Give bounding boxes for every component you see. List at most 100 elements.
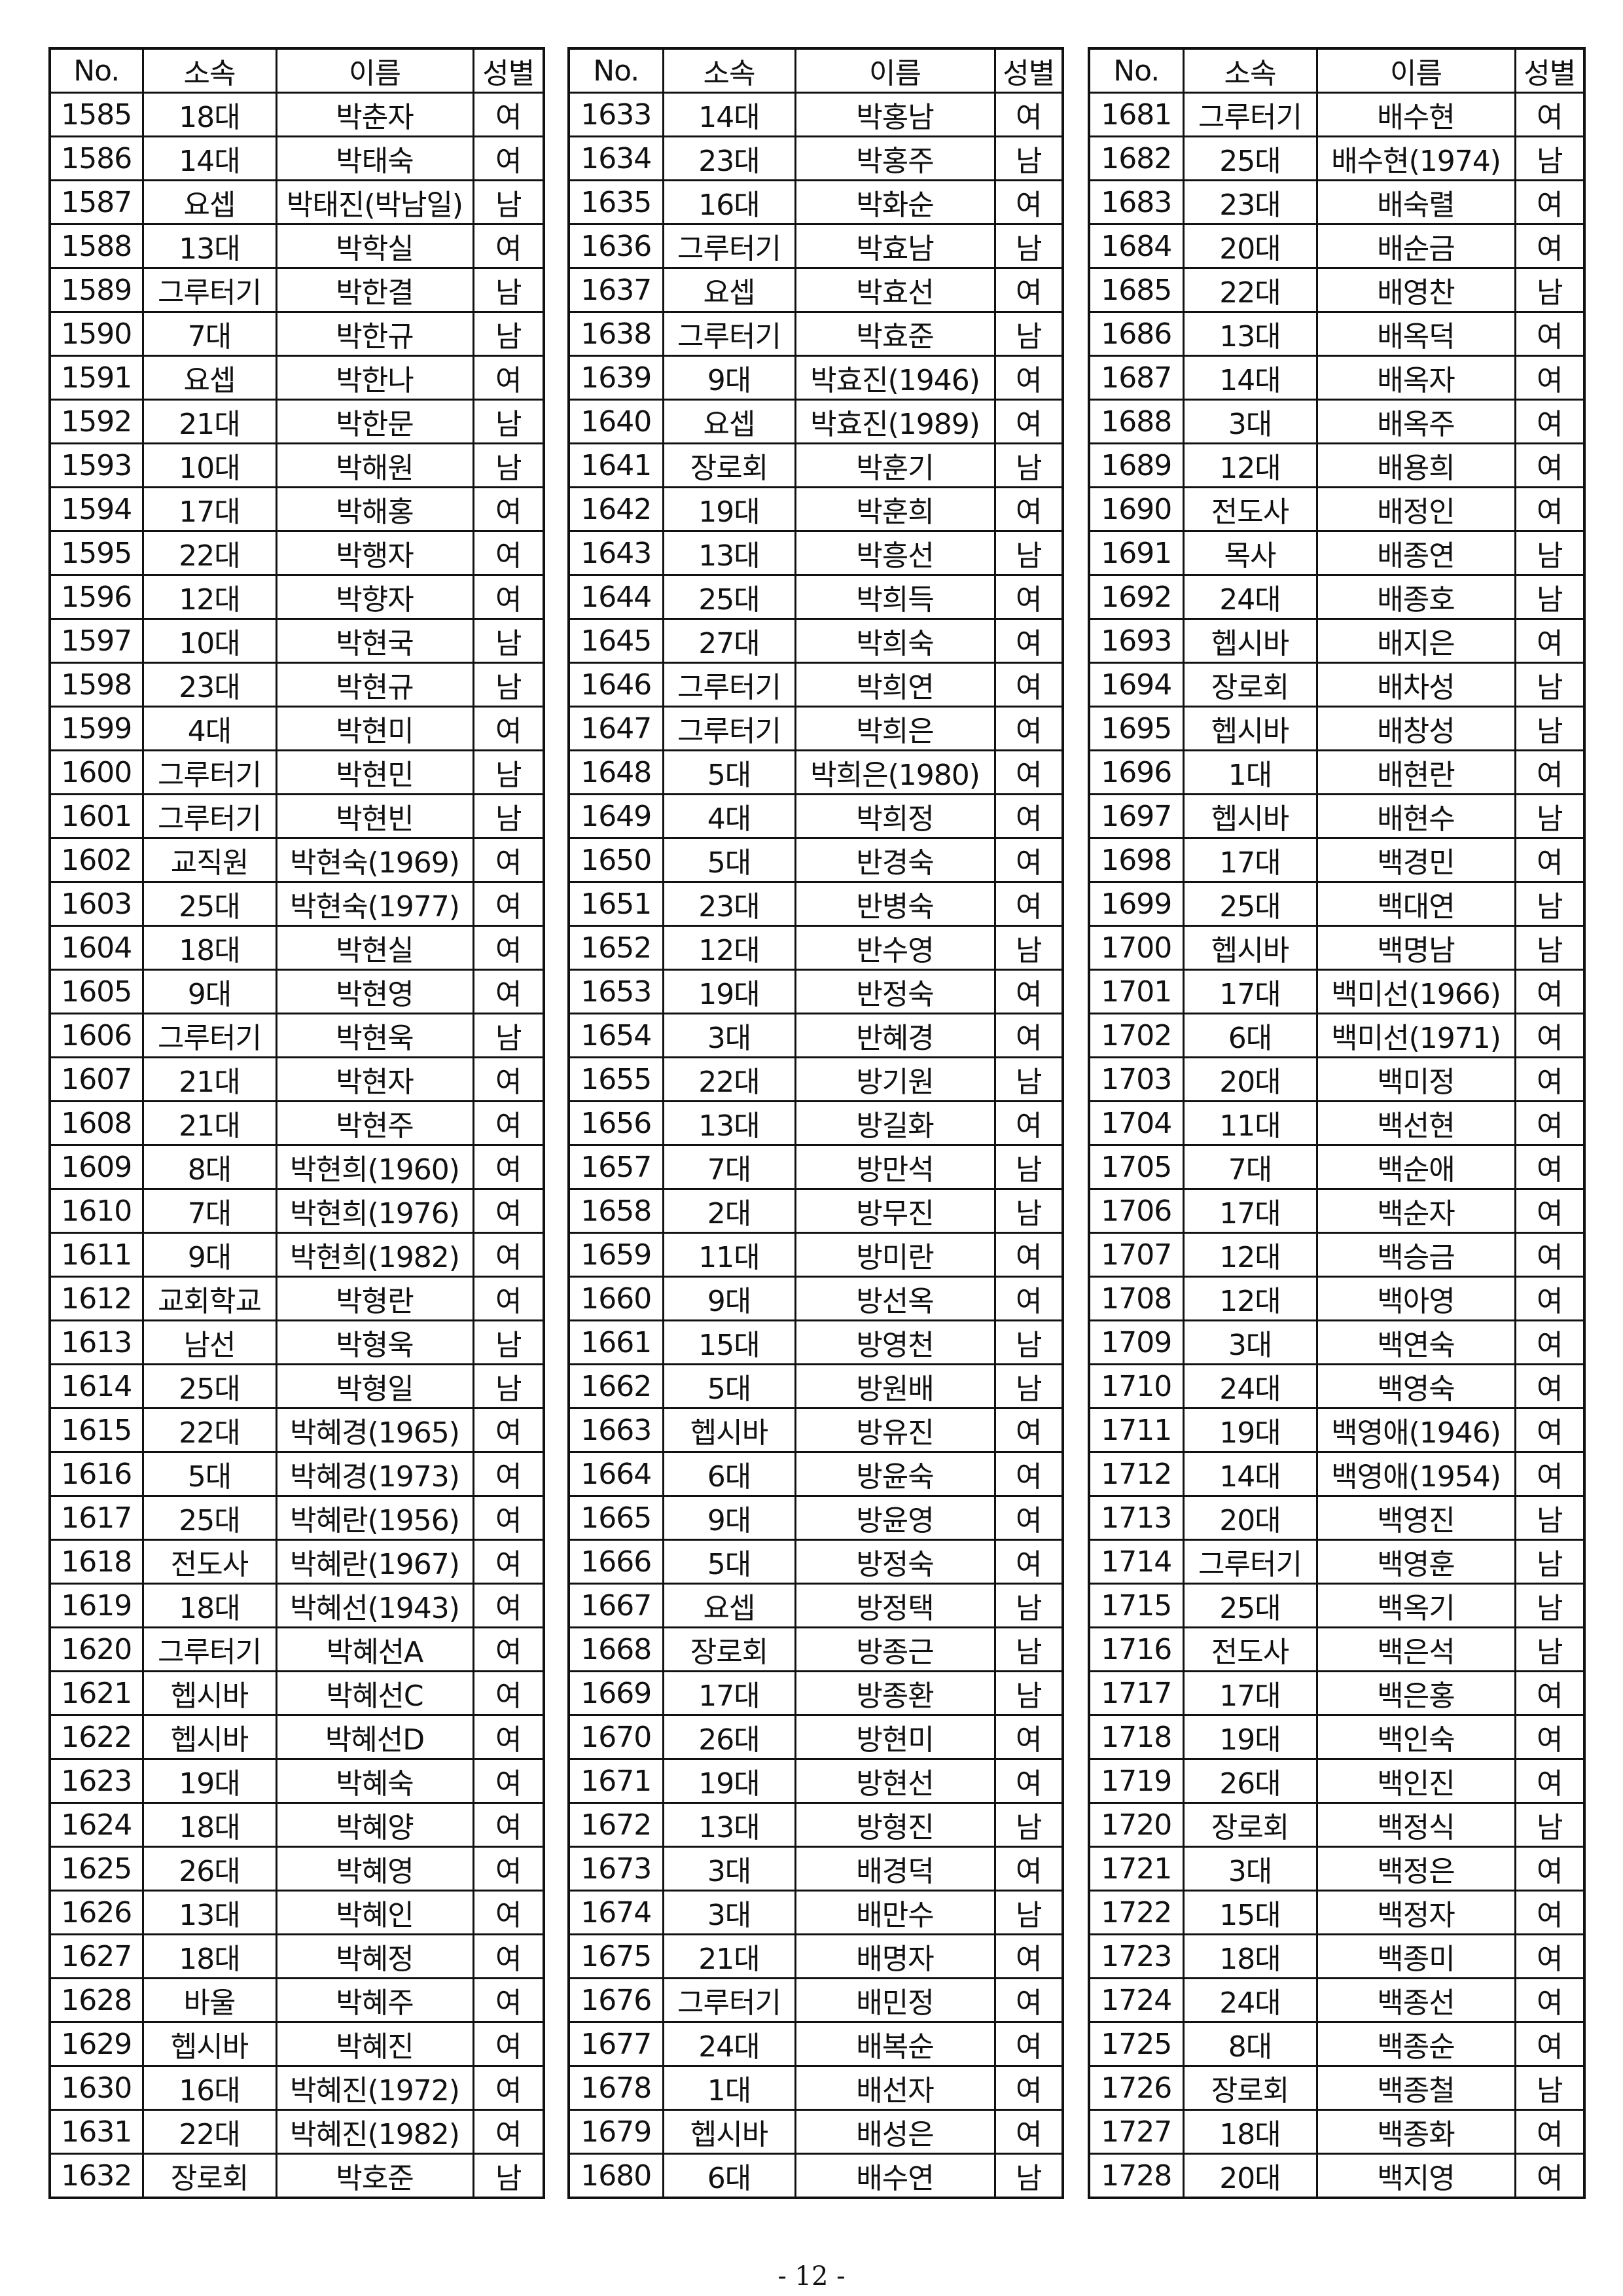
cell-no: 1652: [567, 925, 664, 971]
table-row: 1638 그루터기 박효준 남: [567, 311, 1064, 357]
cell-gender: 여: [993, 1977, 1064, 2023]
table-row: 1592 21대 박한문 남: [48, 399, 545, 444]
cell-affiliation: 13대: [662, 1100, 796, 1146]
cell-gender: 여: [472, 1144, 545, 1190]
cell-name: 박현실: [275, 925, 474, 971]
cell-affiliation: 5대: [662, 837, 796, 883]
table-row: 1605 9대 박현영 여: [48, 969, 545, 1014]
cell-no: 1686: [1088, 311, 1185, 357]
cell-no: 1591: [48, 355, 144, 401]
cell-name: 백종화: [1315, 2109, 1516, 2155]
cell-name: 백순자: [1315, 1188, 1516, 1234]
table-row: 1699 25대 백대연 남: [1088, 881, 1586, 927]
cell-no: 1703: [1088, 1056, 1185, 1102]
cell-no: 1631: [48, 2109, 144, 2155]
cell-affiliation: 19대: [1182, 1407, 1318, 1453]
cell-name: 백영숙: [1315, 1363, 1516, 1409]
cell-name: 백경민: [1315, 837, 1516, 883]
cell-affiliation: 요셉: [662, 399, 796, 444]
cell-name: 박현민: [275, 749, 474, 795]
table-row: 1724 24대 백종선 여: [1088, 1977, 1586, 2023]
cell-affiliation: 17대: [1182, 1188, 1318, 1234]
header-row: No. 소속 이름 성별: [1088, 47, 1586, 94]
cell-name: 박혜경(1973): [275, 1451, 474, 1497]
table-row: 1671 19대 방현선 여: [567, 1758, 1064, 1804]
cell-no: 1632: [48, 2153, 144, 2199]
cell-gender: 여: [472, 2109, 545, 2155]
cell-gender: 남: [993, 1188, 1064, 1234]
cell-gender: 여: [1514, 969, 1586, 1014]
cell-name: 박형란: [275, 1276, 474, 1321]
cell-gender: 남: [472, 267, 545, 313]
cell-gender: 여: [1514, 618, 1586, 664]
table-row: 1654 3대 반혜경 여: [567, 1013, 1064, 1058]
cell-gender: 여: [993, 618, 1064, 664]
cell-no: 1619: [48, 1583, 144, 1628]
cell-affiliation: 25대: [141, 881, 277, 927]
cell-name: 박호준: [275, 2153, 474, 2199]
table-row: 1687 14대 배옥자 여: [1088, 355, 1586, 401]
cell-no: 1664: [567, 1451, 664, 1497]
header-gender: 성별: [1514, 47, 1586, 94]
cell-affiliation: 26대: [141, 1846, 277, 1892]
table-row: 1695 헵시바 배창성 남: [1088, 706, 1586, 751]
cell-no: 1659: [567, 1232, 664, 1278]
table-row: 1621 헵시바 박혜선C 여: [48, 1670, 545, 1716]
cell-gender: 남: [1514, 2065, 1586, 2111]
cell-gender: 여: [993, 837, 1064, 883]
cell-name: 박현욱: [275, 1013, 474, 1058]
cell-gender: 여: [993, 267, 1064, 313]
cell-gender: 여: [993, 969, 1064, 1014]
cell-gender: 남: [1514, 881, 1586, 927]
cell-affiliation: 장로회: [662, 442, 796, 488]
cell-gender: 여: [472, 969, 545, 1014]
cell-name: 박혜주: [275, 1977, 474, 2023]
cell-gender: 여: [1514, 1890, 1586, 1935]
cell-no: 1701: [1088, 969, 1185, 1014]
cell-affiliation: 19대: [662, 969, 796, 1014]
cell-no: 1616: [48, 1451, 144, 1497]
cell-gender: 여: [993, 2021, 1064, 2067]
cell-name: 박학실: [275, 223, 474, 269]
table-row: 1674 3대 배만수 남: [567, 1890, 1064, 1935]
cell-gender: 여: [472, 925, 545, 971]
cell-affiliation: 3대: [662, 1013, 796, 1058]
cell-no: 1617: [48, 1495, 144, 1541]
cell-affiliation: 교직원: [141, 837, 277, 883]
cell-name: 반수영: [794, 925, 996, 971]
cell-gender: 여: [993, 1758, 1064, 1804]
cell-no: 1707: [1088, 1232, 1185, 1278]
table-row: 1688 3대 배옥주 여: [1088, 399, 1586, 444]
cell-name: 박효선: [794, 267, 996, 313]
cell-gender: 여: [993, 486, 1064, 532]
cell-name: 백정자: [1315, 1890, 1516, 1935]
table-row: 1591 요셉 박한나 여: [48, 355, 545, 401]
table-row: 1612 교회학교 박형란 여: [48, 1276, 545, 1321]
table-row: 1630 16대 박혜진(1972) 여: [48, 2065, 545, 2111]
cell-name: 백정은: [1315, 1846, 1516, 1892]
cell-gender: 여: [1514, 1188, 1586, 1234]
cell-no: 1658: [567, 1188, 664, 1234]
cell-gender: 남: [472, 662, 545, 708]
cell-gender: 여: [472, 1670, 545, 1716]
cell-no: 1600: [48, 749, 144, 795]
cell-gender: 여: [472, 1407, 545, 1453]
cell-affiliation: 9대: [141, 969, 277, 1014]
header-gender: 성별: [472, 47, 545, 94]
cell-affiliation: 18대: [141, 1583, 277, 1628]
table-row: 1700 헵시바 백명남 남: [1088, 925, 1586, 971]
cell-affiliation: 18대: [1182, 1933, 1318, 1979]
header-gender: 성별: [993, 47, 1064, 94]
cell-no: 1647: [567, 706, 664, 751]
cell-name: 박혜선(1943): [275, 1583, 474, 1628]
cell-name: 방형진: [794, 1802, 996, 1848]
cell-no: 1667: [567, 1583, 664, 1628]
cell-name: 백영훈: [1315, 1539, 1516, 1585]
cell-gender: 여: [1514, 1276, 1586, 1321]
cell-affiliation: 16대: [141, 2065, 277, 2111]
cell-gender: 여: [993, 1451, 1064, 1497]
cell-gender: 남: [993, 2153, 1064, 2199]
cell-name: 방유진: [794, 1407, 996, 1453]
table-row: 1694 장로회 배차성 남: [1088, 662, 1586, 708]
cell-affiliation: 14대: [1182, 355, 1318, 401]
